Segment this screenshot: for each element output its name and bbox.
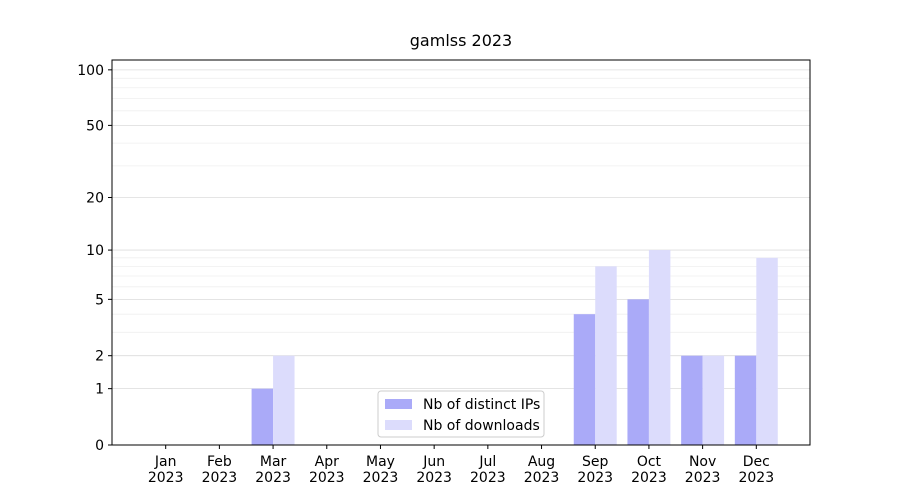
bar	[734, 355, 757, 445]
x-tick-label: Sep 2023	[577, 454, 613, 486]
y-tick-label: 100	[77, 63, 104, 79]
bar	[681, 355, 703, 445]
bar	[648, 250, 671, 445]
x-tick-label: Mar 2023	[255, 454, 291, 486]
legend-label: Nb of distinct IPs	[423, 397, 540, 413]
y-tick-label: 5	[95, 292, 104, 308]
bar	[273, 355, 295, 445]
x-tick-label: Jul 2023	[470, 454, 506, 486]
y-tick-label: 20	[86, 191, 104, 207]
x-tick-label: May 2023	[363, 454, 399, 486]
y-tick-label: 2	[95, 349, 104, 365]
y-tick-label: 50	[86, 118, 104, 134]
x-tick-label: Jun 2023	[416, 454, 452, 486]
y-tick-label: 10	[86, 243, 104, 259]
x-tick-label: Nov 2023	[685, 454, 721, 486]
x-tick-label: Aug 2023	[524, 454, 560, 486]
legend-box	[377, 390, 545, 438]
x-tick-label: Oct 2023	[631, 454, 667, 486]
x-tick-label: Apr 2023	[309, 454, 345, 486]
y-tick-label: 1	[95, 382, 104, 398]
legend-swatch	[385, 420, 412, 430]
legend-swatch	[385, 399, 412, 409]
bar	[251, 388, 274, 445]
x-tick-label: Dec 2023	[738, 454, 774, 486]
bar	[702, 355, 725, 445]
x-tick-label: Feb 2023	[202, 454, 238, 486]
legend-label: Nb of downloads	[423, 418, 540, 434]
plot-frame	[111, 59, 811, 446]
bar	[627, 299, 649, 445]
chart-title: gamlss 2023	[410, 31, 512, 50]
bar	[595, 266, 617, 445]
bar	[573, 314, 596, 445]
x-tick-label: Jan 2023	[148, 454, 184, 486]
bar	[756, 257, 778, 445]
y-tick-label: 0	[95, 438, 104, 454]
